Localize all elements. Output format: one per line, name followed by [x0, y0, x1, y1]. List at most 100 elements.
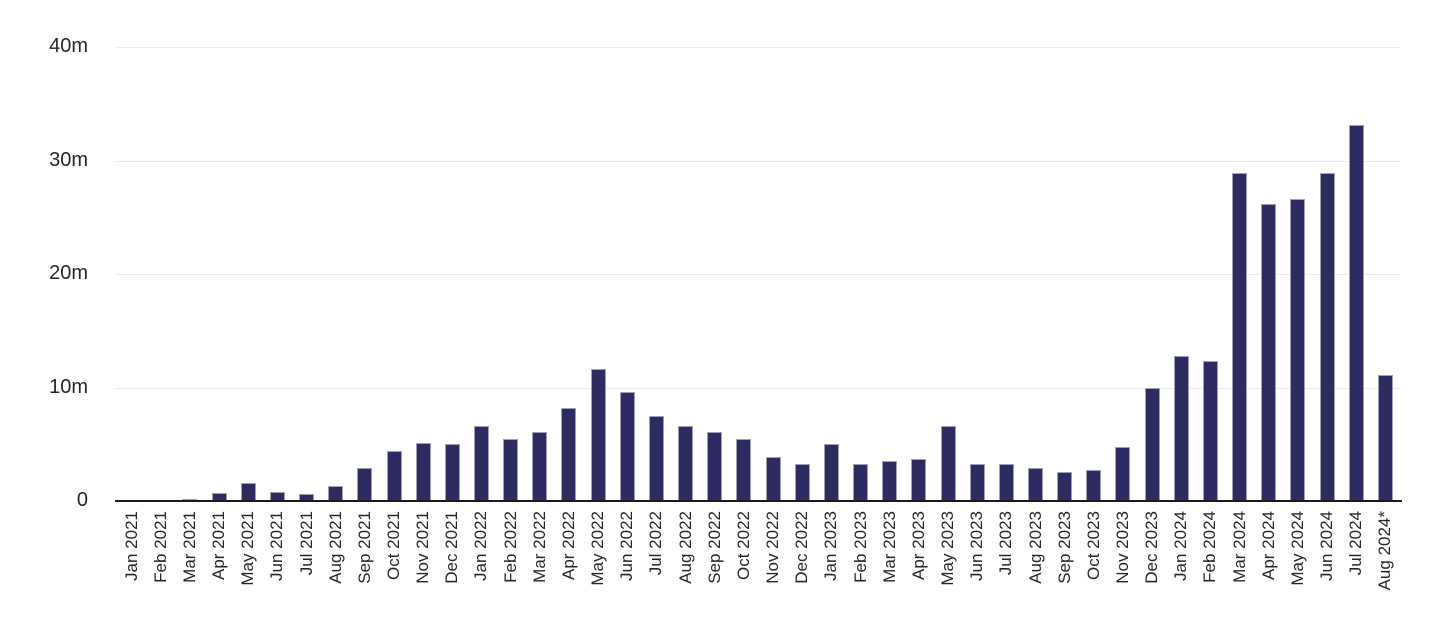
- bar-oct-2021: [386, 451, 402, 501]
- bar-jan-2023: [823, 444, 839, 501]
- x-tick-label-oct-2021: Oct 2021: [384, 511, 403, 580]
- x-tick-slot: Jan 2022: [467, 511, 496, 640]
- x-tick-label-may-2022: May 2022: [588, 511, 608, 586]
- x-tick-slot: Oct 2022: [729, 511, 758, 640]
- x-tick-label-oct-2023: Oct 2023: [1083, 511, 1103, 580]
- bar-may-2022: [590, 369, 606, 501]
- x-tick-label-mar-2023: Mar 2023: [879, 511, 899, 583]
- x-tick-label-dec-2022: Dec 2022: [792, 511, 812, 584]
- x-tick-slot: Dec 2023: [1138, 511, 1167, 640]
- x-tick-slot: Sep 2022: [700, 511, 729, 640]
- bar-aug-2021: [328, 486, 344, 501]
- x-tick-slot: Mar 2024: [1225, 511, 1254, 640]
- x-tick-label-jun-2021: Jun 2021: [267, 511, 287, 581]
- x-tick-slot: Jul 2021: [292, 511, 321, 640]
- y-tick-label-0: 0: [76, 489, 88, 511]
- x-tick-label-apr-2022: Apr 2022: [558, 511, 578, 580]
- x-tick-slot: Mar 2021: [175, 511, 204, 640]
- bar-dec-2022: [794, 463, 810, 501]
- x-tick-label-may-2023: May 2023: [938, 511, 958, 586]
- x-tick-slot: Jul 2023: [992, 511, 1021, 640]
- x-tick-slot: Dec 2022: [788, 511, 817, 640]
- x-tick-slot: Jun 2024: [1313, 511, 1342, 640]
- bar-oct-2022: [736, 438, 752, 501]
- x-axis-line: [115, 500, 1402, 502]
- x-tick-slot: Jan 2023: [817, 511, 846, 640]
- x-tick-slot: Apr 2022: [554, 511, 583, 640]
- x-tick-label-apr-2024: Apr 2024: [1258, 511, 1278, 580]
- x-tick-slot: Aug 2021: [321, 511, 350, 640]
- x-tick-label-jun-2023: Jun 2023: [967, 511, 987, 581]
- bar-apr-2024: [1261, 203, 1277, 501]
- bar-dec-2023: [1144, 387, 1160, 501]
- x-tick-slot: Nov 2021: [409, 511, 438, 640]
- gridline-20m: [115, 274, 1400, 275]
- bar-sep-2022: [707, 431, 723, 501]
- bar-nov-2021: [415, 443, 431, 501]
- bar-mar-2022: [532, 431, 548, 501]
- x-tick-label-may-2024: May 2024: [1287, 511, 1307, 586]
- x-tick-label-jul-2023: Jul 2023: [996, 511, 1016, 576]
- bar-may-2023: [940, 426, 956, 501]
- x-tick-label-jun-2024: Jun 2024: [1317, 511, 1337, 581]
- x-tick-slot: Feb 2022: [496, 511, 525, 640]
- x-tick-label-jan-2021: Jan 2021: [121, 511, 141, 581]
- x-tick-label-mar-2024: Mar 2024: [1229, 511, 1249, 583]
- bar-jul-2024: [1348, 125, 1364, 501]
- bar-dec-2021: [444, 444, 460, 501]
- bar-apr-2023: [911, 459, 927, 501]
- x-tick-slot: Apr 2024: [1254, 511, 1283, 640]
- y-tick-label-20m: 20m: [49, 262, 88, 284]
- x-tick-slot: Oct 2023: [1079, 511, 1108, 640]
- bar-jul-2021: [299, 494, 315, 501]
- x-tick-label-sep-2022: Sep 2022: [704, 511, 724, 584]
- x-tick-slot: Sep 2021: [350, 511, 379, 640]
- x-tick-slot: Apr 2023: [904, 511, 933, 640]
- bar-nov-2022: [765, 456, 781, 501]
- x-tick-label-dec-2021: Dec 2021: [442, 511, 462, 584]
- x-tick-label-mar-2022: Mar 2022: [529, 511, 549, 583]
- x-tick-label-oct-2022: Oct 2022: [733, 511, 753, 580]
- bar-feb-2022: [503, 438, 519, 501]
- bar-apr-2021: [211, 493, 227, 501]
- bar-jun-2022: [619, 392, 635, 501]
- x-tick-label-feb-2023: Feb 2023: [850, 511, 870, 583]
- x-tick-slot: Jun 2022: [613, 511, 642, 640]
- x-tick-slot: Dec 2021: [438, 511, 467, 640]
- x-tick-label-nov-2023: Nov 2023: [1112, 511, 1132, 584]
- gridline-40m: [115, 47, 1400, 48]
- x-tick-label-jan-2022: Jan 2022: [471, 511, 491, 581]
- bar-jan-2022: [473, 426, 489, 501]
- bar-aug-2024-: [1377, 375, 1393, 501]
- x-tick-label-jul-2022: Jul 2022: [646, 511, 666, 576]
- x-tick-slot: Mar 2022: [525, 511, 554, 640]
- x-tick-slot: Feb 2021: [146, 511, 175, 640]
- gridline-30m: [115, 160, 1400, 162]
- y-tick-label-10m: 10m: [49, 375, 88, 398]
- x-tick-label-sep-2021: Sep 2021: [354, 511, 374, 584]
- y-tick-label-40m: 40m: [49, 35, 88, 57]
- x-tick-label-jul-2024: Jul 2024: [1346, 511, 1366, 576]
- bar-nov-2023: [1115, 446, 1131, 501]
- bar-jun-2023: [969, 463, 985, 501]
- bar-jul-2023: [998, 463, 1014, 501]
- x-tick-label-mar-2021: Mar 2021: [179, 511, 199, 583]
- gridline-10m: [115, 387, 1400, 389]
- x-tick-label-sep-2023: Sep 2023: [1054, 511, 1074, 584]
- x-tick-slot: May 2022: [584, 511, 613, 640]
- bar-aug-2022: [678, 426, 694, 501]
- x-tick-slot: Feb 2023: [846, 511, 875, 640]
- x-tick-slot: Aug 2023: [1021, 511, 1050, 640]
- x-tick-slot: Nov 2022: [759, 511, 788, 640]
- x-tick-label-apr-2021: Apr 2021: [209, 511, 229, 580]
- x-tick-slot: Aug 2022: [671, 511, 700, 640]
- x-tick-slot: Jun 2023: [963, 511, 992, 640]
- bar-apr-2022: [561, 407, 577, 501]
- x-tick-label-nov-2022: Nov 2022: [763, 511, 783, 584]
- x-tick-slot: Apr 2021: [204, 511, 233, 640]
- x-tick-label-jun-2022: Jun 2022: [617, 511, 637, 581]
- x-tick-slot: May 2023: [933, 511, 962, 640]
- x-tick-label-jan-2024: Jan 2024: [1171, 511, 1191, 581]
- x-tick-label-apr-2023: Apr 2023: [908, 511, 928, 580]
